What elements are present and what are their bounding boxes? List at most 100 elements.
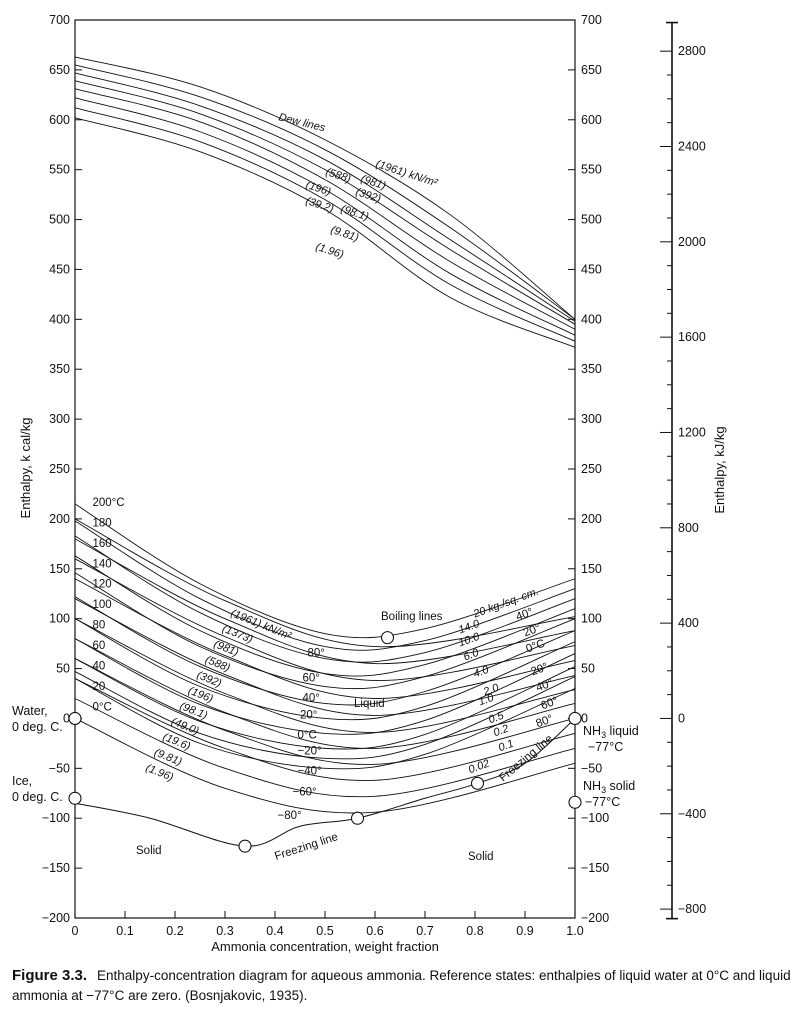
y-axis-label-left: Enthalpy, k cal/kg [18, 418, 33, 519]
y-tick-label-mid: 200 [581, 512, 602, 526]
isotherm-label-left: 100 [93, 599, 112, 611]
region-solid-right: Solid [468, 851, 494, 863]
y-tick-label-mid: 300 [581, 412, 602, 426]
y-tick-label-left: 250 [49, 462, 70, 476]
x-tick-label: 1.0 [566, 924, 583, 938]
y-tick-label-left: 600 [49, 113, 70, 127]
eutectic-1-point [238, 839, 252, 853]
boiling-line [74, 503, 576, 639]
y-tick-label-left: 700 [49, 13, 70, 27]
dew-line [74, 107, 576, 342]
isotherm-label-center: 20° [300, 709, 317, 721]
x-tick-label: 0.9 [516, 924, 533, 938]
x-tick-label: 0.4 [266, 924, 283, 938]
dew-line [74, 97, 576, 336]
y-tick-label-mid: 500 [581, 213, 602, 227]
isotherm-label-right: 20° [529, 661, 549, 678]
isotherm-label-center: 40° [303, 692, 320, 704]
water-label: Water, 0 deg. C. [12, 704, 63, 734]
liquid-isotherm [74, 718, 576, 814]
y-tick-label-left: 350 [49, 362, 70, 376]
isotherm-label-center: −40° [298, 765, 322, 777]
boiling-line [74, 658, 576, 750]
y-tick-label-left: 400 [49, 312, 70, 326]
dew-line [74, 117, 576, 348]
nh3-liquid-line2: −77°C [588, 740, 623, 754]
kj-tick-label: −400 [678, 807, 706, 821]
region-liquid: Liquid [354, 698, 385, 710]
water-point [68, 711, 82, 725]
x-tick-label: 0 [72, 924, 79, 938]
boiling-pressure-label-right: 1.0 [477, 691, 496, 708]
y-tick-label-left: 650 [49, 63, 70, 77]
y-tick-label-mid: 150 [581, 562, 602, 576]
y-tick-label-mid: −50 [581, 761, 602, 775]
isotherm-label-left: 60 [93, 640, 106, 652]
boiling-line [74, 678, 576, 770]
y-tick-label-left: 50 [56, 662, 70, 676]
isotherm-label-left: 40 [93, 661, 106, 673]
region-solid-left: Solid [136, 845, 162, 857]
x-tick-label: 0.5 [316, 924, 333, 938]
boiling-line [74, 520, 576, 651]
plot-frame [74, 19, 576, 919]
kj-tick-label: 800 [678, 521, 699, 535]
y-tick-label-left: −150 [42, 861, 70, 875]
dew-lines-title: Dew lines [277, 111, 327, 134]
figure-caption: Figure 3.3. Enthalpy-concentration diagra… [12, 966, 792, 1006]
y-tick-label-left: 200 [49, 512, 70, 526]
eutectic-2-point [350, 811, 365, 825]
y-tick-label-mid: 450 [581, 262, 602, 276]
ice-point [68, 791, 82, 805]
isotherm-label-center: 60° [303, 673, 320, 685]
boiling-pressure-label-right: 0.1 [497, 738, 515, 755]
isotherm-label-left: 120 [93, 579, 112, 591]
y-tick-label-mid: 700 [581, 13, 602, 27]
kj-tick-label: 0 [678, 711, 685, 725]
boiling-pressure-label-right: 0.2 [492, 723, 510, 740]
kj-tick-label: 2800 [678, 44, 706, 58]
liquid-isotherm [74, 538, 576, 665]
isotherm-label-right: 40° [514, 606, 534, 623]
isotherm-label-left: 200°C [93, 497, 125, 509]
dew-line [74, 80, 576, 325]
x-tick-label: 0.7 [416, 924, 433, 938]
dew-line [74, 64, 576, 320]
y-tick-label-left: 150 [49, 562, 70, 576]
nh3-solid-point [568, 795, 582, 809]
ice-label-line2: 0 deg. C. [12, 790, 63, 804]
boiling-pressure-label-right: 2.0 [481, 682, 501, 699]
liquid-isotherm [74, 598, 576, 716]
dew-line [74, 56, 576, 320]
boiling-line [74, 596, 576, 706]
isotherm-label-right: 40° [534, 677, 554, 694]
y-tick-label-left: 550 [49, 163, 70, 177]
y-tick-label-mid: 350 [581, 362, 602, 376]
isotherm-label-right: 20° [522, 622, 542, 639]
boiling-line [74, 671, 576, 760]
ice-label: Ice, 0 deg. C. [12, 774, 63, 804]
y-tick-label-mid: 250 [581, 462, 602, 476]
y-tick-label-mid: −100 [581, 811, 609, 825]
isotherm-label-right: 60° [539, 695, 559, 712]
dew-line-label: (588) [324, 166, 352, 185]
boiling-point-point [380, 631, 395, 645]
liquid-isotherm [74, 678, 576, 781]
boiling-pressure-label-right: 4.0 [472, 664, 491, 681]
boiling-lines-title: Boiling lines [381, 611, 443, 623]
isotherm-label-left: 180 [93, 517, 112, 529]
boiling-pressure-label-right: 6.0 [462, 647, 481, 664]
x-tick-label: 0.2 [166, 924, 183, 938]
caption-prefix: Figure 3.3. [12, 967, 88, 984]
nh3-liquid-label: NH3 liquid −77°C [583, 724, 642, 754]
isotherm-label-center: −60° [293, 786, 317, 798]
isotherm-label-left: 160 [93, 538, 112, 550]
y-axis-label-right: Enthalpy, kJ/kg [712, 426, 727, 513]
liquid-isotherm [74, 658, 576, 765]
kj-tick-label: 2000 [678, 235, 706, 249]
water-label-line1: Water, [12, 704, 48, 718]
liquid-isotherm [74, 558, 576, 681]
x-tick-label: 0.3 [216, 924, 233, 938]
